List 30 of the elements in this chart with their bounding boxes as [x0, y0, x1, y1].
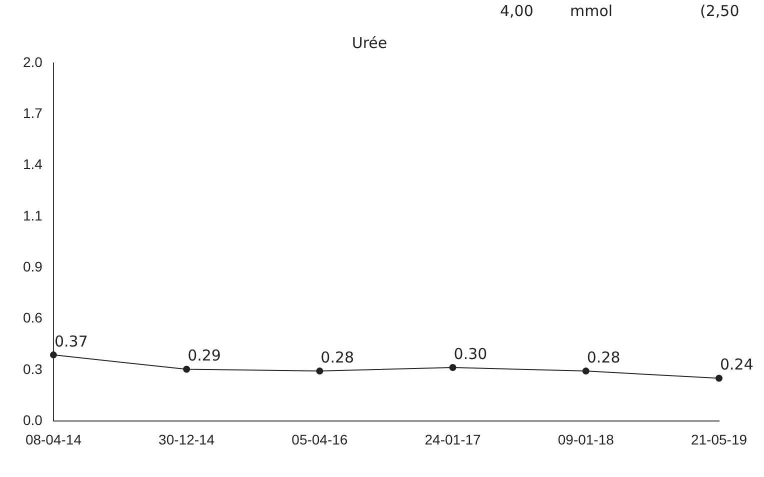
data-label: 0.29	[188, 346, 221, 365]
y-tick-label: 0.6	[22, 310, 43, 326]
text: (2,50	[700, 2, 740, 20]
point	[50, 351, 57, 358]
y-tick-label: 2.0	[22, 54, 43, 70]
text: mmol	[570, 2, 613, 20]
text: 4,00	[500, 2, 534, 20]
point	[183, 366, 190, 373]
y-tick-label: 0.9	[22, 258, 43, 275]
data-label: 0.28	[586, 348, 620, 366]
point	[582, 368, 590, 375]
point	[716, 374, 722, 382]
y-tick-label: 0.0	[22, 412, 43, 428]
x-tick-label: 08-04-14	[25, 431, 82, 448]
y-tick-label: 1.4	[22, 156, 43, 172]
data-label: 0.24	[720, 356, 754, 374]
point	[449, 364, 456, 371]
x-tick-label: 05-04-16	[292, 431, 348, 448]
x-tick-label: 21-05-19	[690, 431, 748, 448]
data-label: 0.30	[454, 344, 488, 363]
data-label: 0.37	[54, 332, 88, 350]
data-label: 0.28	[320, 348, 354, 366]
chart-title: Urée	[352, 34, 388, 52]
y-tick-label: 1.7	[22, 105, 43, 122]
y-tick-label: 1.1	[22, 207, 43, 224]
y-tick-label: 0.3	[22, 360, 43, 377]
point	[316, 368, 324, 375]
x-tick-label: 24-01-17	[424, 431, 482, 448]
x-tick-label: 30-12-14	[158, 431, 215, 448]
x-tick-label: 09-01-18	[558, 431, 614, 448]
